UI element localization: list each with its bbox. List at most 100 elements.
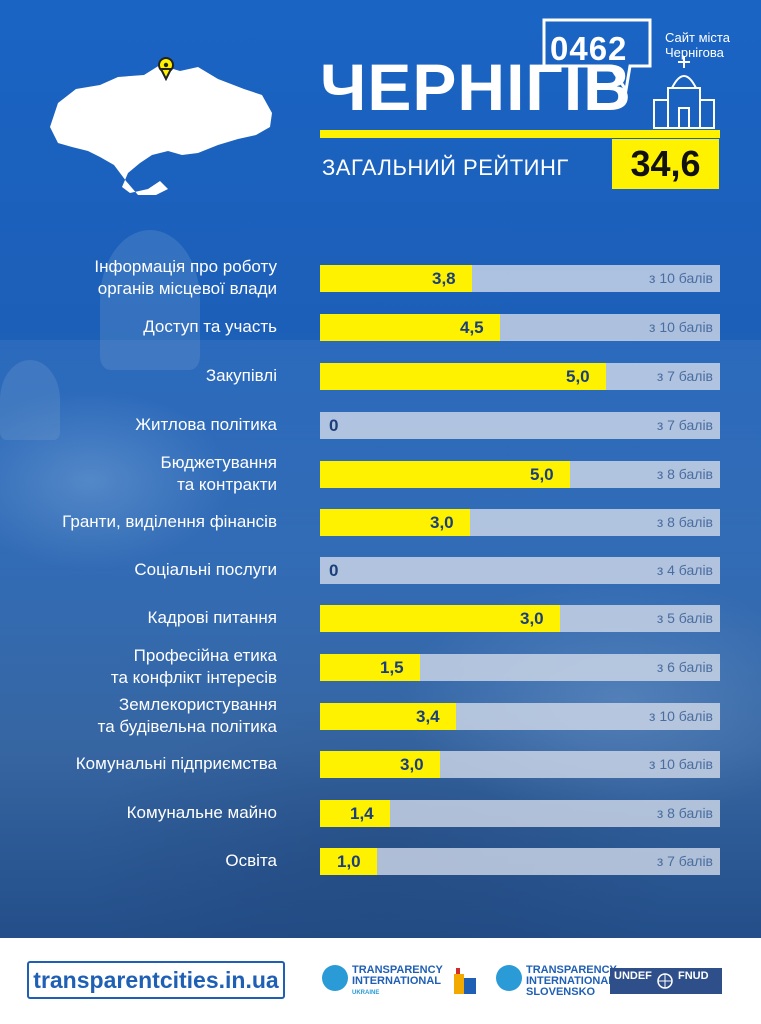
bar-max-label: з 4 балів xyxy=(656,562,713,578)
bar-track: 3,0 з 8 балів xyxy=(320,509,720,536)
bar-max-label: з 8 балів xyxy=(656,514,713,530)
ti-logo-icon xyxy=(322,965,348,991)
category-label: Землекористування та будівельна політика xyxy=(98,694,277,738)
category-label: Закупівлі xyxy=(206,365,277,387)
bar-value-label: 5,0 xyxy=(566,367,590,386)
bar-value-label: 1,0 xyxy=(337,852,361,871)
city-title: ЧЕРНІГІВ xyxy=(320,50,632,124)
ti-ukraine-country: UKRAINE xyxy=(352,990,380,996)
bar-max-label: з 10 балів xyxy=(649,756,713,772)
category-label-line: Кадрові питання xyxy=(147,608,277,627)
category-label: Доступ та участь xyxy=(143,316,277,338)
bar-track: 3,0 з 10 балів xyxy=(320,751,720,778)
logo-number: 0462 xyxy=(550,30,628,67)
bar-track: 0 з 4 балів xyxy=(320,557,720,584)
category-label-line: Комунальне майно xyxy=(126,803,277,822)
bar-max-label: з 6 балів xyxy=(656,659,713,675)
bar-track: 1,0 з 7 балів xyxy=(320,848,720,875)
bar-fill xyxy=(320,848,377,875)
ti-slovensko-text: TRANSPARENCY INTERNATIONAL SLOVENSKO xyxy=(526,964,617,998)
bar-value-label: 5,0 xyxy=(530,465,554,484)
category-label-line: Землекористування xyxy=(118,695,277,714)
bar-fill xyxy=(320,654,420,681)
fnud-text: FNUD xyxy=(678,970,709,982)
speech-bubble-icon xyxy=(542,18,652,94)
overall-rating-label: ЗАГАЛЬНИЙ РЕЙТИНГ xyxy=(322,155,569,180)
bar-max-label: з 10 балів xyxy=(649,708,713,724)
category-label-line: Соціальні послуги xyxy=(134,560,277,579)
bar-track: 3,8 з 10 балів xyxy=(320,265,720,292)
category-label: Освіта xyxy=(225,850,277,872)
category-label-line: Бюджетування xyxy=(160,453,277,472)
bar-value-label: 1,4 xyxy=(350,804,374,823)
bar-track: 3,0 з 5 балів xyxy=(320,605,720,632)
bar-value-label: 1,5 xyxy=(380,658,404,677)
logo-caption: Сайт міста Чернігова xyxy=(665,30,730,60)
bar-track: 1,5 з 6 балів xyxy=(320,654,720,681)
bar-max-label: з 8 балів xyxy=(656,805,713,821)
category-label-line: Інформація про роботу xyxy=(94,257,277,276)
bar-fill xyxy=(320,363,606,390)
church-dome-shape xyxy=(0,360,60,440)
partner-logo-icon xyxy=(454,968,476,994)
site-url-link[interactable]: transparentcities.in.ua xyxy=(27,961,285,999)
bar-max-label: з 5 балів xyxy=(656,610,713,626)
church-icon xyxy=(653,56,715,129)
bar-track: 5,0 з 7 балів xyxy=(320,363,720,390)
bar-track: 0 з 7 балів xyxy=(320,412,720,439)
logo-caption-line1: Сайт міста xyxy=(665,30,730,45)
undef-text: UNDEF xyxy=(614,970,652,982)
bar-fill xyxy=(320,314,500,341)
undef-logo[interactable]: UNDEF FNUD xyxy=(610,968,722,994)
bar-fill xyxy=(320,265,472,292)
bar-fill xyxy=(320,703,456,730)
bar-max-label: з 10 балів xyxy=(649,319,713,335)
site-logo[interactable]: 0462 Сайт міста Чернігова xyxy=(540,14,752,134)
category-label: Комунальні підприємства xyxy=(76,753,277,775)
bar-fill xyxy=(320,461,570,488)
category-label: Бюджетування та контракти xyxy=(161,452,277,496)
bar-value-label: 0 xyxy=(329,416,339,435)
un-emblem-icon xyxy=(657,973,673,989)
bar-max-label: з 8 балів xyxy=(656,466,713,482)
overall-score: 34,6 xyxy=(612,139,719,189)
category-label-line: Житлова політика xyxy=(135,415,277,434)
bar-track: 5,0 з 8 балів xyxy=(320,461,720,488)
category-label-line: та будівельна політика xyxy=(97,717,277,736)
category-label-line: та конфлікт інтересів xyxy=(110,668,277,687)
logo-caption-line2: Чернігова xyxy=(665,45,724,60)
category-label: Кадрові питання xyxy=(148,607,277,629)
category-label: Інформація про роботу органів місцевої вл… xyxy=(94,256,277,300)
ti-ukraine-text: TRANSPARENCY INTERNATIONAL xyxy=(352,964,443,987)
bar-value-label: 3,8 xyxy=(432,269,456,288)
bar-value-label: 3,0 xyxy=(400,755,424,774)
title-underline xyxy=(320,130,720,138)
bar-track: 3,4 з 10 балів xyxy=(320,703,720,730)
bar-track: 4,5 з 10 балів xyxy=(320,314,720,341)
category-label-line: Закупівлі xyxy=(205,366,277,385)
bar-value-label: 4,5 xyxy=(460,318,484,337)
category-label-line: Освіта xyxy=(225,851,277,870)
category-label: Комунальне майно xyxy=(127,802,277,824)
category-label: Професійна етика та конфлікт інтересів xyxy=(111,645,277,689)
bar-max-label: з 7 балів xyxy=(656,417,713,433)
bar-max-label: з 7 балів xyxy=(656,368,713,384)
ukraine-map-icon xyxy=(50,57,272,195)
bar-track: 1,4 з 8 балів xyxy=(320,800,720,827)
category-label-line: органів місцевої влади xyxy=(97,279,277,298)
bar-fill xyxy=(320,800,390,827)
category-label-line: та контракти xyxy=(177,475,277,494)
bar-max-label: з 7 балів xyxy=(656,853,713,869)
bar-value-label: 3,4 xyxy=(416,707,440,726)
church-dome-shape xyxy=(100,230,200,370)
bar-fill xyxy=(320,751,440,778)
bar-max-label: з 10 балів xyxy=(649,270,713,286)
category-label: Соціальні послуги xyxy=(134,559,277,581)
bar-fill xyxy=(320,605,560,632)
bar-value-label: 0 xyxy=(329,561,339,580)
ti-logo-icon xyxy=(496,965,522,991)
category-label-line: Гранти, виділення фінансів xyxy=(62,512,277,531)
bar-value-label: 3,0 xyxy=(430,513,454,532)
bar-value-label: 3,0 xyxy=(520,609,544,628)
city-photo-overlay xyxy=(0,340,761,938)
